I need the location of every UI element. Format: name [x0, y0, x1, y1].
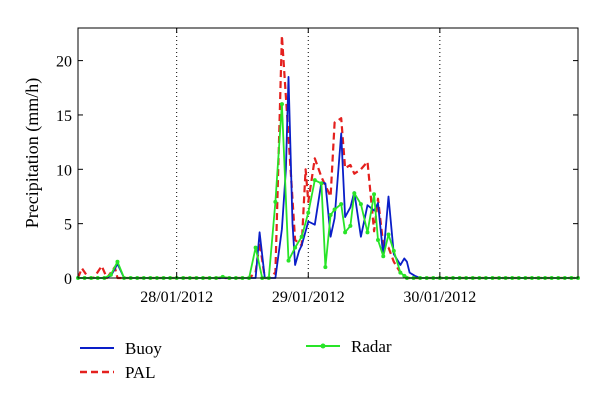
point-radar-31 — [279, 102, 284, 107]
point-radar-40 — [332, 207, 337, 212]
point-radar-46 — [365, 230, 370, 235]
point-radar-38 — [323, 265, 328, 270]
point-radar-36 — [312, 178, 317, 183]
point-radar-52 — [398, 270, 403, 275]
y-tick-label-4: 20 — [56, 54, 72, 71]
point-radar-33 — [293, 245, 298, 250]
legend: Buoy PAL Radar — [80, 337, 392, 382]
y-tick-label-0: 0 — [64, 271, 72, 288]
point-radar-37 — [319, 181, 324, 186]
legend-marker-radar — [320, 343, 326, 349]
y-tick-label-1: 5 — [64, 217, 72, 234]
point-radar-39 — [328, 212, 333, 217]
legend-label-pal: PAL — [125, 363, 156, 382]
point-radar-35 — [306, 210, 311, 215]
point-radar-30 — [273, 199, 278, 204]
x-axis-ticks: 28/01/2012 29/01/2012 30/01/2012 — [140, 28, 476, 306]
legend-label-radar: Radar — [351, 337, 392, 356]
point-radar-42 — [343, 230, 348, 235]
point-radar-45 — [358, 202, 363, 207]
point-radar-47 — [372, 192, 377, 197]
point-radar-44 — [352, 191, 357, 196]
y-tick-label-2: 10 — [56, 162, 72, 179]
point-radar-51 — [391, 248, 396, 253]
x-tick-label-0: 28/01/2012 — [140, 289, 213, 306]
point-radar-6 — [115, 259, 120, 264]
x-tick-label-2: 30/01/2012 — [403, 289, 476, 306]
point-radar-27 — [253, 245, 258, 250]
point-radar-49 — [381, 254, 386, 259]
legend-label-buoy: Buoy — [125, 339, 162, 358]
plot-area-frame — [77, 27, 579, 279]
point-radar-34 — [299, 234, 304, 239]
point-radar-48 — [376, 237, 380, 242]
series-layer — [76, 34, 580, 280]
x-tick-label-1: 29/01/2012 — [272, 289, 345, 306]
y-axis-label: Precipitation (mm/h) — [22, 78, 43, 228]
point-radar-41 — [339, 202, 344, 207]
y-tick-label-3: 15 — [56, 108, 72, 125]
y-axis-ticks: 0 5 10 15 20 — [56, 54, 578, 288]
point-radar-53 — [402, 273, 407, 278]
point-radar-50 — [386, 232, 391, 237]
grid — [176, 28, 441, 278]
point-radar-43 — [348, 223, 353, 228]
point-radar-32 — [286, 258, 291, 263]
point-radar-5 — [108, 272, 113, 277]
